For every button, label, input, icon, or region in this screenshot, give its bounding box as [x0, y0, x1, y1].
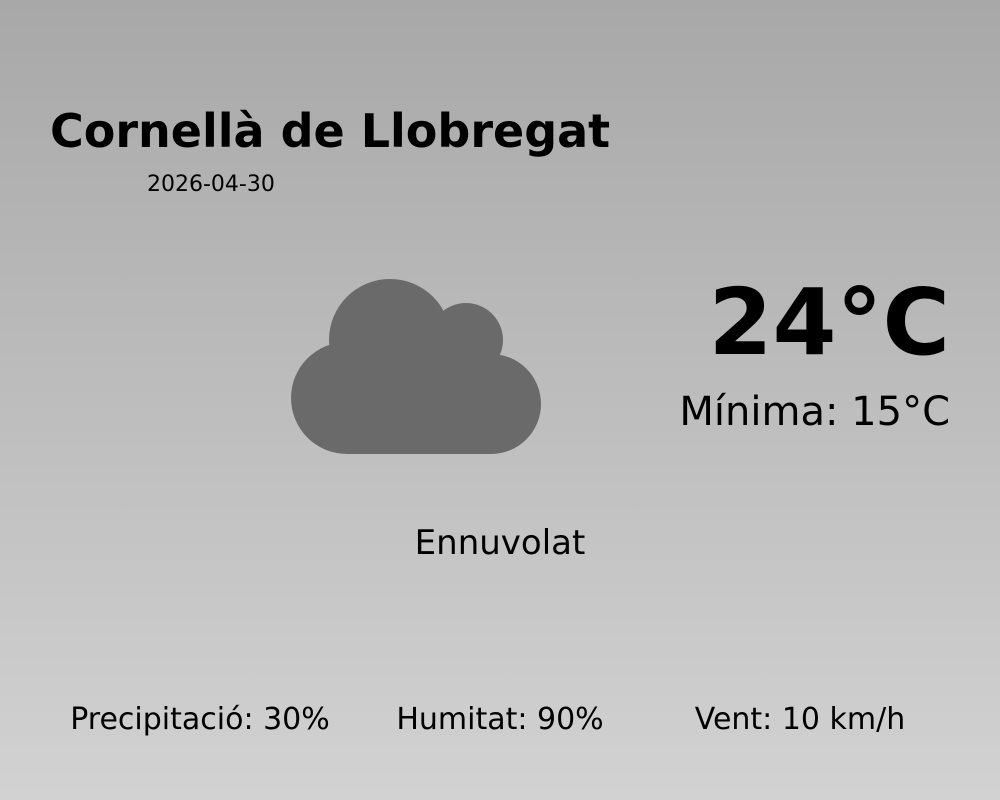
current-temperature: 24°C	[708, 269, 950, 376]
forecast-date: 2026-04-30	[147, 172, 275, 197]
precipitation-stat: Precipitació: 30%	[70, 702, 330, 737]
minimum-temperature: Mínima: 15°C	[679, 389, 950, 435]
city-title: Cornellà de Llobregat	[50, 104, 611, 158]
weather-condition: Ennuvolat	[414, 523, 586, 563]
wind-stat: Vent: 10 km/h	[694, 702, 906, 737]
humidity-stat: Humitat: 90%	[396, 702, 604, 737]
